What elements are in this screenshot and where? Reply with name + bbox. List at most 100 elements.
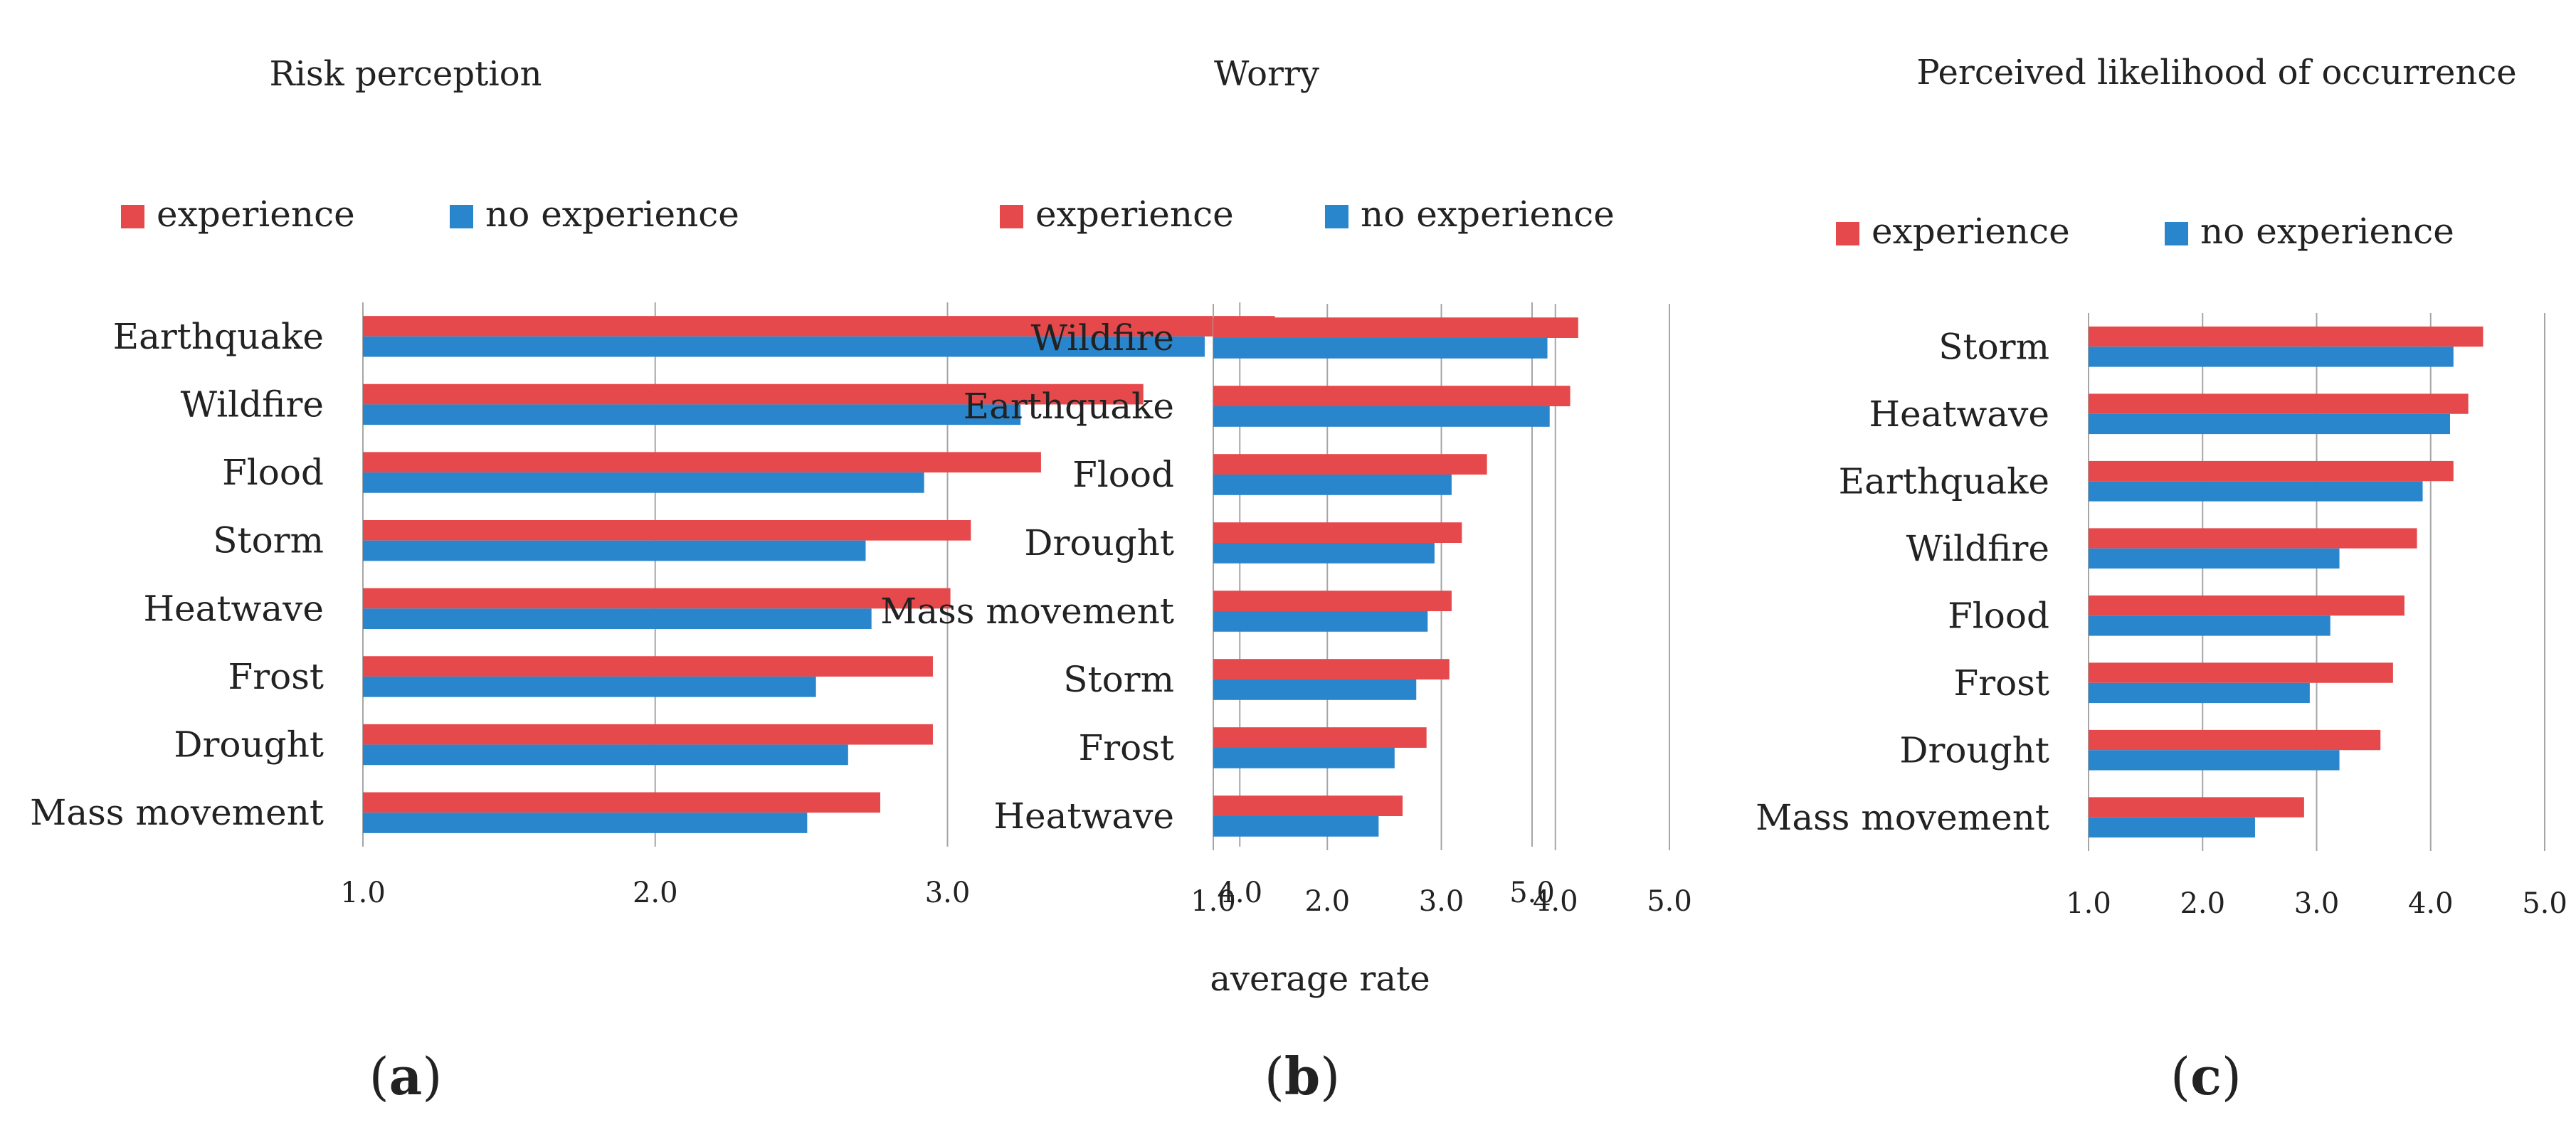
bar-no-experience <box>363 472 924 493</box>
bar-experience <box>363 656 933 677</box>
legend-swatch-experience <box>1000 205 1023 228</box>
x-tick-label: 3.0 <box>925 877 971 909</box>
bar-no-experience <box>2089 615 2330 636</box>
category-label: Earthquake <box>1839 460 2049 502</box>
bar-experience <box>363 452 1041 473</box>
legend: experience no experience <box>1836 211 2454 252</box>
bar-no-experience <box>2089 750 2340 771</box>
category-label: Storm <box>1063 659 1174 700</box>
bar-experience <box>2089 662 2393 683</box>
category-label: Frost <box>228 656 324 697</box>
x-tick-label: 4.0 <box>1217 877 1262 909</box>
panel-label: (c) <box>2170 1046 2242 1106</box>
category-label: Storm <box>1938 326 2049 367</box>
bar-experience <box>1213 522 1462 543</box>
bar-experience <box>363 588 951 609</box>
panel-letter: c <box>2190 1046 2222 1106</box>
bar-no-experience <box>1213 475 1452 495</box>
legend-swatch-no-experience <box>450 205 473 228</box>
category-label: Mass movement <box>30 792 324 833</box>
chart-title: Perceived likelihood of occurrence <box>1916 53 2516 92</box>
x-tick-label: 5.0 <box>1509 877 1555 909</box>
plot-area: 1.0 2.0 3.0 4.0 5.0WildfireEarthquakeFloodDr… <box>880 304 1692 918</box>
legend-label-experience: experience <box>157 194 355 235</box>
bar-experience <box>363 520 971 541</box>
bar-no-experience <box>363 336 1205 357</box>
legend-label-no-experience: no experience <box>1361 194 1615 235</box>
legend-swatch-no-experience <box>1325 205 1348 228</box>
bar-experience <box>363 316 1275 337</box>
bar-no-experience <box>1213 406 1550 427</box>
bar-no-experience <box>363 540 866 561</box>
bar-experience <box>363 383 1144 405</box>
legend-swatch-experience <box>121 205 144 228</box>
x-tick-label: 4.0 <box>1533 885 1578 918</box>
panel-label: (a) <box>369 1046 443 1106</box>
legend-swatch-no-experience <box>2165 222 2188 245</box>
category-label: Flood <box>1948 595 2049 636</box>
chart-title: Risk perception <box>269 54 542 94</box>
bar-experience <box>1213 727 1427 748</box>
legend: experience no experience <box>1000 194 1615 235</box>
category-label: Frost <box>1954 662 2049 704</box>
x-axis-title: average rate <box>1210 959 1430 999</box>
bar-no-experience <box>2089 682 2310 704</box>
bar-experience <box>2089 393 2469 414</box>
bar-no-experience <box>2089 413 2450 435</box>
bar-experience <box>2089 797 2304 818</box>
bar-no-experience <box>1213 543 1435 564</box>
bar-no-experience <box>1213 611 1428 632</box>
bar-experience <box>1213 454 1487 475</box>
panel-letter: b <box>1284 1046 1320 1106</box>
panel-c: Perceived likelihood of occurrence exper… <box>1756 53 2567 1106</box>
category-label: Drought <box>1899 729 2049 771</box>
bar-no-experience <box>2089 481 2423 502</box>
bar-no-experience <box>363 744 848 766</box>
bar-experience <box>363 724 933 745</box>
category-label: Heatwave <box>1869 393 2049 435</box>
x-tick-label: 1.0 <box>1191 885 1236 918</box>
category-label: Drought <box>1024 522 1174 564</box>
x-tick-label: 3.0 <box>1419 885 1464 918</box>
bar-experience <box>2089 326 2483 347</box>
panel-letter: a <box>389 1046 423 1106</box>
bar-experience <box>1213 659 1450 679</box>
x-tick-label: 2.0 <box>633 877 678 909</box>
category-label: Frost <box>1079 727 1174 768</box>
category-label: Earthquake <box>113 316 324 357</box>
legend-swatch-experience <box>1836 222 1859 245</box>
bar-no-experience <box>1213 816 1379 837</box>
x-tick-label: 5.0 <box>1647 885 1692 918</box>
legend-label-experience: experience <box>1872 211 2070 252</box>
bar-experience <box>363 792 881 813</box>
bar-no-experience <box>363 404 1021 425</box>
category-label: Storm <box>213 520 324 561</box>
category-label: Heatwave <box>143 588 324 629</box>
bar-no-experience <box>363 813 808 833</box>
category-label: Wildfire <box>181 383 324 425</box>
x-tick-label: 4.0 <box>2408 887 2454 920</box>
bar-no-experience <box>1213 748 1395 768</box>
panel-b: Worry experience no experience 1.0 2.0 3.0… <box>880 54 1692 1106</box>
legend-label-experience: experience <box>1035 194 1234 235</box>
bar-experience <box>1213 795 1403 816</box>
bar-experience <box>2089 528 2417 549</box>
bar-experience <box>1213 317 1578 338</box>
bar-no-experience <box>2089 347 2454 367</box>
bar-no-experience <box>363 608 872 629</box>
plot-area: 1.0 2.0 3.0 4.0 5.0 Storm Heatwave Earthquake Wi… <box>1756 313 2567 920</box>
category-label: Wildfire <box>1906 528 2049 569</box>
category-label: Mass movement <box>880 591 1174 632</box>
bar-experience <box>2089 729 2381 751</box>
legend-label-no-experience: no experience <box>2200 211 2454 252</box>
category-label: Earthquake <box>964 386 1174 427</box>
bar-no-experience <box>2089 817 2255 838</box>
legend: experience no experience <box>121 194 739 235</box>
x-tick-label: 2.0 <box>1304 885 1350 918</box>
category-label: Mass movement <box>1756 797 2049 838</box>
bar-no-experience <box>1213 679 1417 700</box>
bar-experience <box>1213 591 1452 611</box>
chart-title: Worry <box>1214 54 1319 94</box>
panel-a: Risk perception experience no experience… <box>30 54 1555 1106</box>
